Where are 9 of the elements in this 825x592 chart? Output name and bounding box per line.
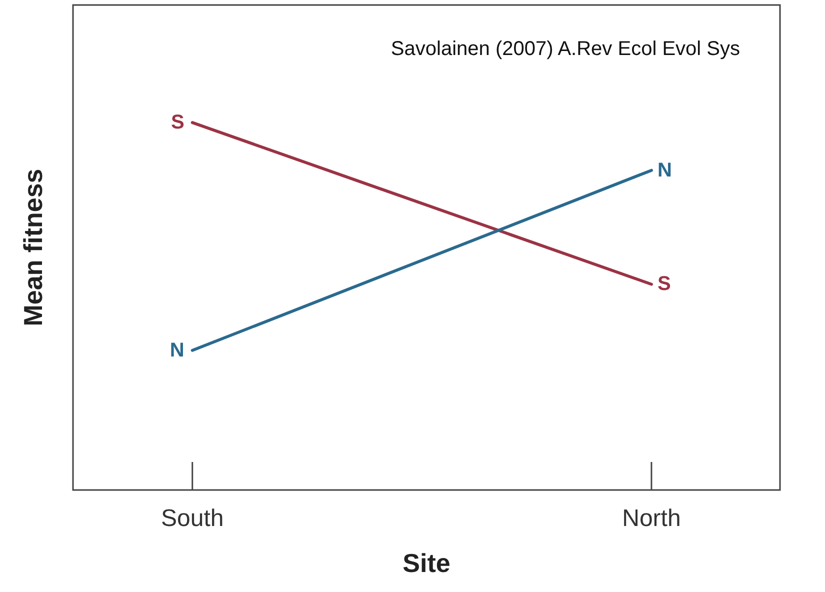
x-axis-title: Site (402, 548, 450, 578)
x-tick-label: North (622, 505, 681, 532)
y-axis-title: Mean fitness (18, 168, 48, 326)
series-label: N (657, 159, 672, 182)
text: N (170, 339, 184, 362)
x-tick-label: South (161, 505, 224, 532)
series-label: S (657, 273, 671, 296)
text: Savolainen (2007) A.Rev Ecol Evol Sys (390, 38, 740, 60)
text: S (171, 112, 184, 134)
